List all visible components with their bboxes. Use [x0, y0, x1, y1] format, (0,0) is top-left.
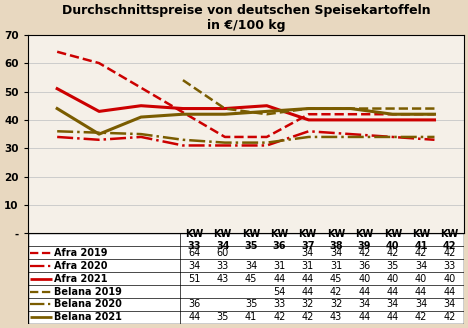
Text: 33: 33	[217, 261, 229, 271]
Text: 34: 34	[358, 299, 371, 310]
Text: Afra 2020: Afra 2020	[54, 261, 108, 271]
Text: KW
41: KW 41	[412, 229, 430, 251]
Text: 44: 44	[273, 274, 285, 284]
Text: Afra 2019: Afra 2019	[54, 248, 108, 258]
Text: KW
40: KW 40	[384, 229, 402, 251]
Text: 42: 42	[443, 248, 456, 258]
Text: 34: 34	[330, 248, 342, 258]
Text: 36: 36	[358, 261, 371, 271]
Text: 44: 44	[188, 312, 200, 322]
Text: 34: 34	[245, 261, 257, 271]
Text: 45: 45	[245, 274, 257, 284]
Text: 42: 42	[330, 287, 342, 297]
Title: Durchschnittspreise von deutschen Speisekartoffeln
in €/100 kg: Durchschnittspreise von deutschen Speise…	[61, 4, 430, 32]
Text: 43: 43	[217, 274, 229, 284]
Text: Afra 2021: Afra 2021	[54, 274, 108, 284]
Text: 35: 35	[387, 261, 399, 271]
Text: 42: 42	[273, 312, 285, 322]
Text: 33: 33	[443, 261, 455, 271]
Text: 41: 41	[245, 312, 257, 322]
Text: KW
39: KW 39	[355, 229, 373, 251]
Text: KW
37: KW 37	[299, 229, 317, 251]
Text: Belana 2021: Belana 2021	[54, 312, 122, 322]
Text: 44: 44	[358, 287, 371, 297]
Text: 32: 32	[330, 299, 342, 310]
Text: 35: 35	[217, 312, 229, 322]
Text: 42: 42	[387, 248, 399, 258]
Text: 44: 44	[387, 312, 399, 322]
Text: Belana 2020: Belana 2020	[54, 299, 122, 310]
Text: 44: 44	[301, 274, 314, 284]
Text: 40: 40	[358, 274, 371, 284]
Text: Belana 2019: Belana 2019	[54, 287, 122, 297]
Text: 31: 31	[273, 261, 285, 271]
Text: 31: 31	[301, 261, 314, 271]
Text: 44: 44	[443, 287, 455, 297]
Text: 40: 40	[415, 274, 427, 284]
Text: 64: 64	[188, 248, 200, 258]
Text: 42: 42	[415, 248, 427, 258]
Text: 34: 34	[188, 261, 200, 271]
Text: 42: 42	[301, 312, 314, 322]
Text: 35: 35	[245, 299, 257, 310]
Text: 60: 60	[217, 248, 229, 258]
Text: KW
42: KW 42	[440, 229, 459, 251]
Text: 44: 44	[415, 287, 427, 297]
Text: 31: 31	[330, 261, 342, 271]
Text: KW
33: KW 33	[185, 229, 204, 251]
Text: 36: 36	[188, 299, 200, 310]
Text: 45: 45	[330, 274, 342, 284]
Text: 51: 51	[188, 274, 201, 284]
Text: 44: 44	[301, 287, 314, 297]
Text: 44: 44	[387, 287, 399, 297]
Text: 34: 34	[301, 248, 314, 258]
Text: 42: 42	[358, 248, 371, 258]
Text: 34: 34	[443, 299, 455, 310]
Text: 34: 34	[415, 299, 427, 310]
Text: 44: 44	[358, 312, 371, 322]
Text: 54: 54	[273, 287, 285, 297]
Text: 42: 42	[443, 312, 456, 322]
FancyBboxPatch shape	[28, 234, 464, 324]
Text: KW
34: KW 34	[213, 229, 232, 251]
Text: KW
36: KW 36	[271, 229, 289, 251]
Text: 32: 32	[301, 299, 314, 310]
Text: 34: 34	[387, 299, 399, 310]
Text: KW
38: KW 38	[327, 229, 345, 251]
Text: 40: 40	[443, 274, 455, 284]
Text: KW
35: KW 35	[242, 229, 260, 251]
Text: 33: 33	[273, 299, 285, 310]
Text: 34: 34	[415, 261, 427, 271]
Text: 40: 40	[387, 274, 399, 284]
Text: 43: 43	[330, 312, 342, 322]
Text: 42: 42	[415, 312, 427, 322]
